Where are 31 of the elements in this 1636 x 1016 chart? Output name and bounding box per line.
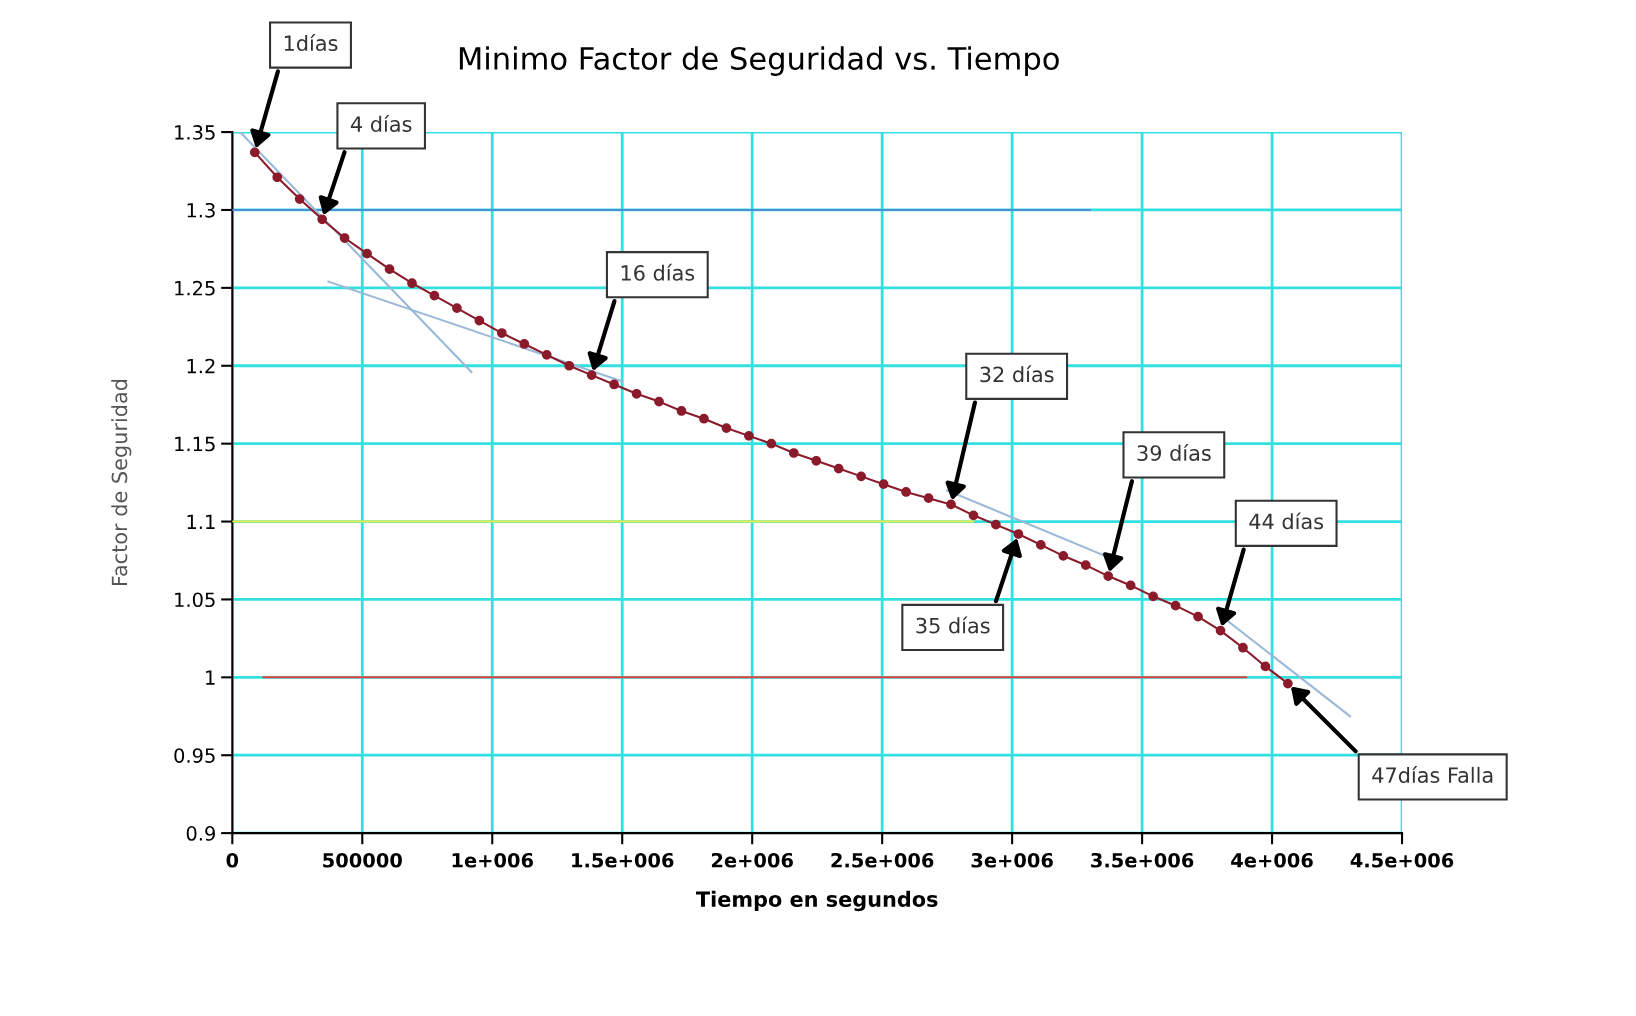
- y-tick-label: 1: [206, 670, 215, 685]
- annotation: 16 días: [621, 263, 695, 281]
- y-tick-label: 1.1: [187, 514, 215, 529]
- annotation: 47días Falla: [1372, 766, 1493, 784]
- y-tick-label: 0.95: [174, 748, 215, 763]
- annotation: 35 días: [916, 616, 990, 634]
- y-tick-label: 1.15: [175, 436, 215, 452]
- annotation: 4 días: [350, 114, 412, 132]
- x-tick-label: 4e+006: [1231, 852, 1313, 868]
- y-tick-label: 1.2: [187, 358, 215, 374]
- x-tick-label: 3e+006: [971, 852, 1053, 868]
- y-tick-label: 1.05: [175, 592, 215, 608]
- annotation: 39 días: [1137, 443, 1211, 461]
- annotation: 1días: [284, 34, 338, 52]
- x-tick-label: 4.5e+006: [1350, 852, 1454, 868]
- y-tick-label: 0.9: [186, 826, 215, 841]
- x-axis-title: Tiempo en segundos: [695, 890, 938, 912]
- x-tick-label: 1e+006: [452, 852, 534, 868]
- chart-title: Minimo Factor de Seguridad vs. Tiempo: [459, 46, 1059, 76]
- x-tick-label: 2e+006: [711, 852, 793, 868]
- y-tick-label: 1.3: [187, 202, 215, 218]
- y-axis-title: Factor de Seguridad: [111, 379, 132, 586]
- x-tick-label: 1.5e+006: [572, 852, 674, 868]
- x-tick-label: 2.5e+006: [831, 852, 934, 868]
- y-tick-label: 1.25: [175, 280, 215, 296]
- annotation: 44 días: [1249, 512, 1324, 530]
- y-tick-label: 1.35: [175, 125, 215, 140]
- x-tick-label: 0: [226, 852, 239, 868]
- x-tick-label: 3.5e+006: [1091, 852, 1194, 868]
- annotation: 32 días: [980, 365, 1054, 383]
- x-tick-label: 500000: [323, 852, 402, 868]
